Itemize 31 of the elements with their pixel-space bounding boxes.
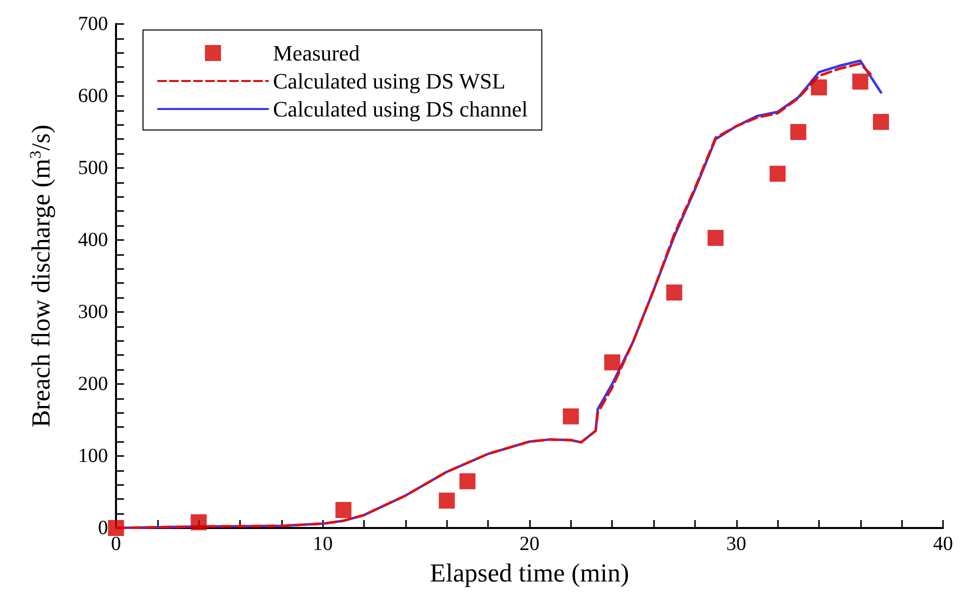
x-tick-label: 10 <box>312 533 333 555</box>
point <box>872 114 889 130</box>
x-tick-label: 20 <box>520 533 540 555</box>
point <box>438 492 455 509</box>
y-axis-title: Breach flow discharge (m3/s) <box>26 124 56 428</box>
point <box>459 473 476 490</box>
x-tick-label: 40 <box>933 533 953 555</box>
y-tick-label: 0 <box>98 517 108 539</box>
y-tick-label: 400 <box>78 229 108 251</box>
point <box>666 284 682 301</box>
point <box>190 514 207 530</box>
y-tick-label: 700 <box>78 13 108 35</box>
point <box>108 520 124 536</box>
point <box>708 230 724 246</box>
point <box>604 354 620 370</box>
y-tick-label: 500 <box>78 157 108 179</box>
x-axis-title: Elapsed time (min) <box>430 558 630 588</box>
y-tick-label: 100 <box>78 445 108 467</box>
point <box>562 408 579 424</box>
point <box>790 124 806 140</box>
y-tick-label: 600 <box>78 85 108 107</box>
legend-label: Measured <box>273 40 360 66</box>
x-tick-label: 30 <box>726 533 746 555</box>
point <box>335 502 352 518</box>
point <box>770 166 786 182</box>
point <box>852 74 868 90</box>
y-tick-label: 200 <box>78 373 108 395</box>
legend-label: Calculated using DS WSL <box>273 68 506 94</box>
legend-label: Calculated using DS channel <box>273 96 528 122</box>
y-tick-label: 300 <box>78 301 108 323</box>
point <box>810 79 827 96</box>
